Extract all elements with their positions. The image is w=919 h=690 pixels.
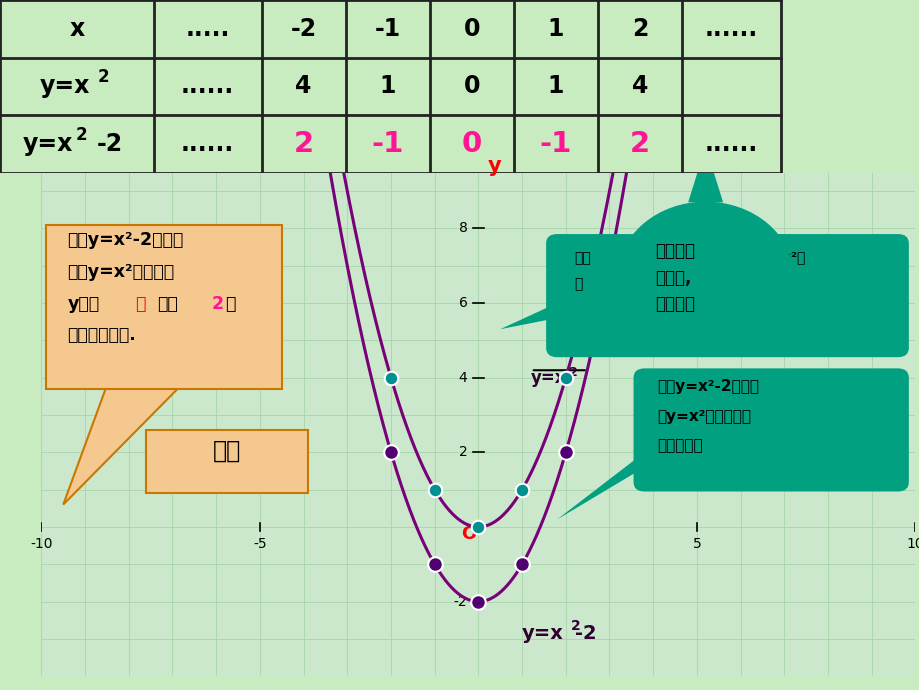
Text: -2: -2 xyxy=(96,132,123,156)
Text: 平移: 平移 xyxy=(157,295,177,313)
FancyBboxPatch shape xyxy=(146,430,308,493)
Text: y=x: y=x xyxy=(40,75,90,98)
Text: y=x: y=x xyxy=(522,624,563,643)
Point xyxy=(383,372,398,383)
Text: -2: -2 xyxy=(453,595,467,609)
Text: 下: 下 xyxy=(135,295,145,313)
Text: O: O xyxy=(460,525,476,543)
Text: 2: 2 xyxy=(97,68,109,86)
Text: 2: 2 xyxy=(211,295,223,313)
Text: 1: 1 xyxy=(547,75,563,98)
Text: 可由y=x²的图象沿: 可由y=x²的图象沿 xyxy=(67,263,175,281)
Text: -1: -1 xyxy=(371,130,403,158)
Point xyxy=(558,372,573,383)
Point xyxy=(515,559,529,570)
Text: 单位长度得到.: 单位长度得到. xyxy=(67,326,136,344)
Text: 5: 5 xyxy=(692,538,700,551)
Text: 0: 0 xyxy=(463,17,480,41)
Text: 2: 2 xyxy=(630,130,650,158)
Text: 0: 0 xyxy=(463,75,480,98)
Text: 4: 4 xyxy=(631,75,648,98)
Text: -2: -2 xyxy=(290,17,316,41)
Point xyxy=(558,447,573,458)
Text: 的数据,: 的数据, xyxy=(654,268,691,286)
Text: 2: 2 xyxy=(571,618,580,633)
Text: 个: 个 xyxy=(224,295,235,313)
Text: 图: 图 xyxy=(573,277,583,291)
Point xyxy=(515,484,529,495)
Text: 1: 1 xyxy=(547,17,563,41)
Text: .....: ..... xyxy=(186,17,230,41)
FancyBboxPatch shape xyxy=(46,225,281,389)
Text: ......: ...... xyxy=(704,132,757,156)
Text: 8: 8 xyxy=(458,221,467,235)
Text: 观察表中: 观察表中 xyxy=(654,242,695,260)
Text: 关系？: 关系？ xyxy=(753,277,778,291)
Text: 函数: 函数 xyxy=(573,251,591,265)
Text: 2: 2 xyxy=(631,17,648,41)
Text: -1: -1 xyxy=(374,17,401,41)
Text: 1: 1 xyxy=(380,75,395,98)
Point xyxy=(426,484,442,495)
Text: 4: 4 xyxy=(459,371,467,385)
Text: ......: ...... xyxy=(181,132,234,156)
Text: 4: 4 xyxy=(295,75,312,98)
Text: -2: -2 xyxy=(574,624,596,643)
Polygon shape xyxy=(687,146,722,202)
Text: 2: 2 xyxy=(293,130,313,158)
Text: 与y=x²的: 与y=x²的 xyxy=(753,251,805,265)
Text: 你发现？: 你发现？ xyxy=(654,295,695,313)
Text: 2: 2 xyxy=(569,366,577,379)
Text: 2: 2 xyxy=(75,126,86,144)
Text: -5: -5 xyxy=(253,538,267,551)
Point xyxy=(471,522,485,533)
Text: y轴向: y轴向 xyxy=(67,295,99,313)
FancyBboxPatch shape xyxy=(546,234,908,357)
Text: ......: ...... xyxy=(181,75,234,98)
Text: 0: 0 xyxy=(461,130,482,158)
Text: 2: 2 xyxy=(459,445,467,460)
Text: ......: ...... xyxy=(704,17,757,41)
Polygon shape xyxy=(63,385,181,504)
Text: y=x: y=x xyxy=(23,132,74,156)
Text: 函数y=x²-2的图象: 函数y=x²-2的图象 xyxy=(67,231,184,249)
Text: 函数y=x²-2的图象: 函数y=x²-2的图象 xyxy=(657,379,759,394)
Text: 6: 6 xyxy=(458,296,467,310)
Text: -1: -1 xyxy=(539,130,572,158)
Text: 状相同吗？: 状相同吗？ xyxy=(657,438,702,453)
Text: -10: -10 xyxy=(30,538,52,551)
Point xyxy=(471,596,485,607)
Polygon shape xyxy=(557,453,643,520)
Circle shape xyxy=(618,202,792,352)
Text: y=x: y=x xyxy=(530,369,566,387)
Text: 10: 10 xyxy=(905,538,919,551)
Point xyxy=(383,447,398,458)
Point xyxy=(426,559,442,570)
Text: y: y xyxy=(487,157,501,177)
Text: 与y=x²的图象的形: 与y=x²的图象的形 xyxy=(657,408,751,424)
Text: x: x xyxy=(69,17,85,41)
Polygon shape xyxy=(500,303,557,329)
Text: 相同: 相同 xyxy=(213,439,241,463)
FancyBboxPatch shape xyxy=(633,368,908,491)
